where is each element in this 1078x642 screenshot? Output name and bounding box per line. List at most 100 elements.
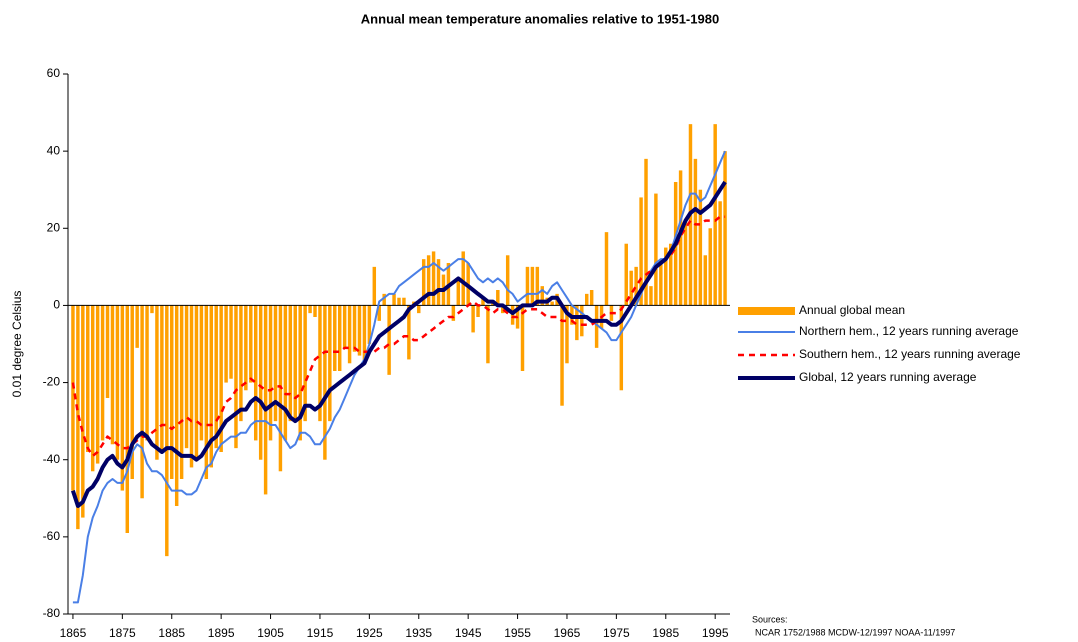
bar [135, 305, 139, 348]
bar [426, 255, 431, 306]
bar [575, 305, 579, 341]
bar [668, 243, 673, 306]
bar [90, 305, 95, 472]
bar [535, 266, 540, 306]
bar [456, 278, 461, 306]
bar [303, 305, 307, 422]
sources-text: NCAR 1752/1988 MCDW-12/1997 NOAA-11/1997 [755, 627, 955, 637]
bar [550, 301, 554, 306]
bar [397, 297, 401, 306]
line-series [70, 180, 727, 508]
bar [160, 305, 164, 452]
bar [392, 293, 396, 306]
bar [644, 158, 648, 306]
bar [234, 305, 238, 449]
y-axis-label: 0.01 degree Celsius [10, 291, 24, 398]
bar [86, 305, 90, 452]
bar [698, 189, 703, 306]
y-tick-label: 0 [53, 298, 60, 312]
y-tick-label: -60 [43, 529, 61, 543]
bar [105, 305, 110, 398]
bar [288, 305, 293, 422]
bar [530, 266, 535, 306]
bar [486, 305, 490, 364]
bar [357, 305, 362, 356]
x-tick-label: 1965 [554, 626, 581, 640]
x-tick-label: 1875 [109, 626, 136, 640]
bar [436, 259, 441, 306]
bar [639, 197, 643, 306]
bar [155, 305, 159, 460]
y-tick-label: -20 [43, 375, 61, 389]
bar [718, 201, 722, 306]
x-tick-label: 1995 [702, 626, 729, 640]
bar [407, 305, 411, 360]
line-series [71, 215, 726, 458]
y-tick-label: -80 [43, 606, 61, 620]
x-tick-label: 1915 [307, 626, 334, 640]
bar [560, 305, 564, 406]
bar [204, 305, 209, 479]
bar [589, 290, 594, 306]
legend-label: Southern hem., 12 years running average [799, 347, 1021, 361]
bar [283, 305, 288, 441]
bar [318, 305, 322, 422]
x-tick-label: 1895 [208, 626, 235, 640]
x-tick-label: 1945 [455, 626, 482, 640]
y-tick-label: -40 [43, 452, 61, 466]
bar [328, 305, 332, 422]
bar [140, 305, 144, 499]
bar [585, 293, 589, 306]
legend-swatch [738, 307, 795, 315]
bar [417, 305, 421, 314]
bar [130, 305, 134, 479]
bar [476, 305, 480, 317]
sources-heading: Sources: [752, 614, 788, 624]
bar [219, 305, 223, 452]
bar [693, 158, 698, 306]
bar [505, 255, 510, 306]
bar [308, 305, 312, 314]
bar [342, 305, 347, 348]
bar [377, 305, 381, 321]
bar [723, 151, 727, 306]
bar [254, 305, 258, 441]
bar [580, 305, 584, 337]
bar [165, 305, 169, 557]
y-tick-label: 20 [47, 220, 61, 234]
bar [239, 305, 243, 422]
bar [199, 305, 204, 441]
x-tick-label: 1925 [356, 626, 383, 640]
x-tick-label: 1955 [504, 626, 531, 640]
x-tick-label: 1985 [652, 626, 679, 640]
bar [100, 305, 105, 441]
line-series [72, 150, 727, 604]
x-tick-label: 1905 [257, 626, 284, 640]
bar [323, 305, 327, 460]
x-tick-label: 1885 [158, 626, 185, 640]
bar [604, 232, 609, 306]
bar [268, 305, 273, 441]
bar [540, 286, 544, 306]
bar [229, 305, 233, 379]
bar [333, 305, 337, 371]
bar [194, 305, 199, 460]
bar [367, 305, 372, 344]
bar [629, 270, 633, 306]
bar [145, 305, 149, 441]
bar [150, 305, 154, 314]
bar [293, 305, 297, 422]
bar [372, 266, 377, 306]
bar [565, 305, 569, 364]
x-tick-label: 1935 [405, 626, 432, 640]
bar [184, 305, 189, 449]
bar [634, 266, 638, 306]
x-tick-label: 1865 [60, 626, 87, 640]
bar [402, 297, 406, 306]
bar [431, 251, 436, 306]
bar [659, 259, 663, 306]
bar [337, 305, 342, 371]
bar [258, 305, 263, 460]
bar [313, 305, 317, 317]
